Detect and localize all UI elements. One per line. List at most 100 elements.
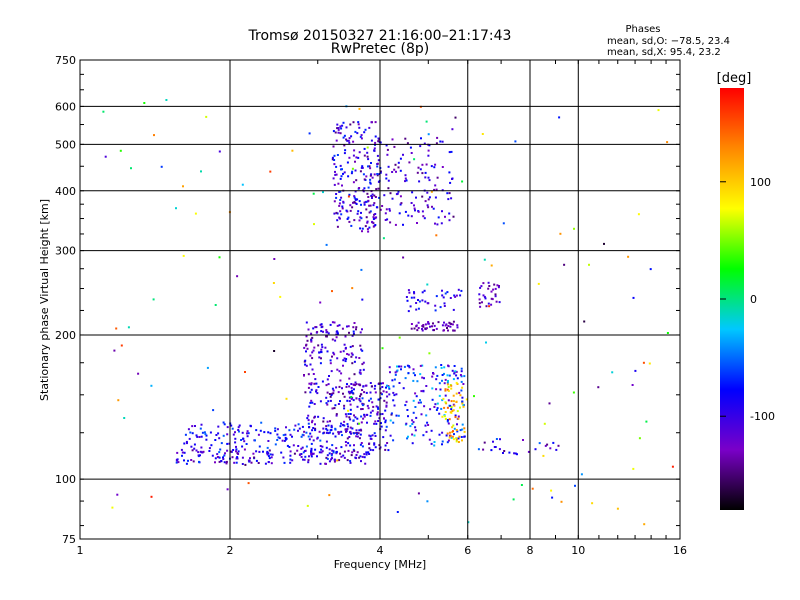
- data-point: [376, 173, 379, 175]
- data-point: [237, 450, 240, 453]
- data-point: [335, 165, 338, 168]
- data-point: [450, 150, 453, 153]
- data-point: [405, 422, 408, 425]
- data-point: [365, 453, 368, 456]
- data-point: [422, 215, 425, 218]
- data-point: [560, 500, 563, 503]
- data-point: [408, 291, 411, 294]
- data-point: [309, 401, 312, 404]
- x-tick-label: 16: [673, 544, 687, 557]
- data-point: [190, 445, 193, 448]
- data-point: [330, 454, 333, 457]
- data-point: [404, 404, 407, 407]
- data-point: [360, 460, 362, 463]
- data-point: [378, 382, 380, 385]
- data-point: [366, 155, 369, 158]
- data-point: [449, 322, 452, 325]
- data-point: [402, 223, 404, 226]
- y-tick-label: 100: [55, 473, 76, 486]
- data-point: [373, 422, 376, 425]
- data-point: [335, 447, 338, 450]
- data-point: [449, 411, 452, 414]
- data-point: [365, 208, 368, 211]
- data-point: [364, 128, 367, 131]
- data-point: [330, 424, 333, 427]
- data-point: [313, 416, 316, 419]
- data-point: [632, 296, 635, 299]
- data-point: [372, 222, 375, 225]
- data-point: [339, 177, 342, 180]
- data-point: [302, 451, 305, 454]
- data-point: [427, 176, 430, 179]
- data-point: [437, 321, 440, 324]
- data-point: [421, 163, 424, 166]
- data-point: [373, 173, 376, 176]
- data-point: [353, 414, 355, 417]
- data-point: [335, 196, 338, 199]
- data-point: [452, 394, 455, 397]
- data-point: [342, 172, 344, 175]
- data-point: [328, 460, 331, 463]
- data-point: [374, 196, 377, 198]
- data-point: [359, 371, 362, 374]
- data-point: [241, 463, 244, 465]
- data-point: [542, 454, 545, 457]
- data-point: [244, 371, 246, 373]
- data-point: [343, 395, 346, 398]
- data-point: [427, 322, 430, 325]
- data-point: [446, 374, 449, 377]
- data-point: [389, 419, 392, 422]
- data-point: [352, 326, 355, 329]
- data-point: [152, 298, 155, 301]
- data-point: [392, 439, 395, 442]
- data-point: [355, 328, 357, 331]
- data-point: [425, 327, 428, 330]
- data-point: [310, 388, 313, 391]
- data-point: [445, 323, 448, 326]
- data-point: [218, 451, 221, 454]
- grid-lines: [80, 60, 680, 539]
- data-point: [319, 301, 322, 304]
- data-point: [289, 458, 292, 461]
- data-point: [443, 415, 446, 418]
- data-point: [320, 343, 323, 346]
- data-point: [492, 440, 494, 443]
- data-point: [392, 421, 395, 424]
- data-point: [360, 415, 363, 418]
- data-point: [322, 417, 325, 420]
- data-point: [487, 281, 490, 284]
- data-point: [183, 442, 186, 445]
- data-point: [267, 455, 270, 458]
- data-point: [494, 293, 497, 296]
- data-point: [345, 430, 348, 432]
- data-point: [214, 304, 217, 306]
- data-point: [314, 326, 317, 329]
- data-point: [427, 321, 430, 323]
- data-point: [369, 391, 372, 394]
- data-point: [490, 449, 493, 452]
- data-point: [391, 171, 394, 173]
- data-point: [361, 445, 364, 448]
- data-point: [649, 268, 652, 271]
- data-point: [225, 460, 228, 463]
- data-point: [387, 386, 390, 389]
- data-point: [422, 389, 425, 392]
- data-point: [443, 382, 446, 385]
- data-point: [390, 412, 393, 415]
- data-point: [455, 440, 458, 443]
- data-point: [453, 372, 456, 375]
- data-point: [238, 424, 241, 427]
- data-point: [462, 383, 465, 385]
- data-point: [414, 374, 416, 377]
- data-point: [343, 144, 346, 147]
- data-point: [365, 200, 368, 203]
- data-point: [373, 202, 376, 205]
- data-point: [404, 180, 406, 183]
- data-point: [357, 210, 360, 213]
- data-point: [313, 382, 316, 385]
- data-point: [320, 326, 323, 329]
- data-point: [452, 378, 455, 381]
- data-point: [485, 305, 488, 308]
- data-point: [232, 449, 235, 451]
- data-point: [442, 397, 445, 400]
